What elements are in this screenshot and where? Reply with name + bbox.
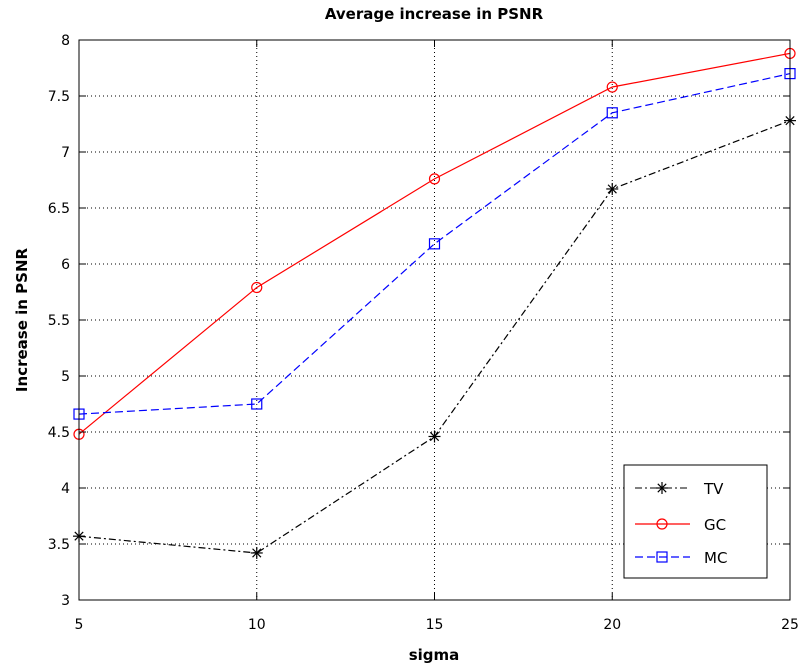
legend-label-mc: MC [704,549,727,567]
y-tick-label-6-5: 6.5 [48,201,70,217]
legend-box [623,464,768,579]
point-mc-20 [606,107,618,119]
legend-entry-mc: MC [635,549,727,567]
x-tick-label-15: 15 [426,617,444,633]
y-axis-title: Increase in PSNR [13,248,31,393]
point-gc-15 [428,173,441,185]
legend-marker-mc [656,551,668,563]
legend-marker-gc [656,518,668,530]
x-tick-label-10: 10 [248,617,266,633]
y-tick-label-7-5: 7.5 [48,89,70,105]
point-gc-10 [251,281,263,294]
chart-title: Average increase in PSNR [325,5,544,23]
y-tick-label-6: 6 [61,257,70,273]
y-tick-label-3-5: 3.5 [48,537,70,553]
legend-entry-tv: TV [635,480,724,498]
grid [79,40,790,600]
point-gc-20 [606,81,618,93]
x-tick-label-5: 5 [75,617,84,633]
point-tv-15 [428,430,441,443]
y-tick-label-4-5: 4.5 [48,425,70,441]
y-tick-label-8: 8 [61,33,70,49]
x-axis-title: sigma [409,646,460,664]
series-line-mc [78,73,791,415]
series-line-gc [78,52,791,435]
y-tick-label-5: 5 [61,369,70,385]
y-tick-label-7: 7 [61,145,70,161]
legend: TV GC MC [623,464,768,579]
point-tv-20 [606,182,619,195]
point-tv-10 [250,546,263,559]
legend-marker-tv [656,482,668,494]
x-tick-label-20: 20 [603,617,621,633]
tick-labels: 5 10 15 20 25 3 3.5 4 4.5 5 5.5 6 6.5 7 7.5 8 [48,33,799,633]
y-tick-label-4: 4 [61,481,70,497]
ticks [78,39,791,601]
point-mc-10 [251,398,263,410]
legend-label-tv: TV [703,480,724,498]
x-tick-label-25: 25 [781,617,799,633]
legend-label-gc: GC [704,516,726,534]
y-tick-label-5-5: 5.5 [48,313,70,329]
y-tick-label-3: 3 [61,593,70,609]
point-mc-15 [428,238,441,250]
legend-entry-gc: GC [635,516,726,534]
